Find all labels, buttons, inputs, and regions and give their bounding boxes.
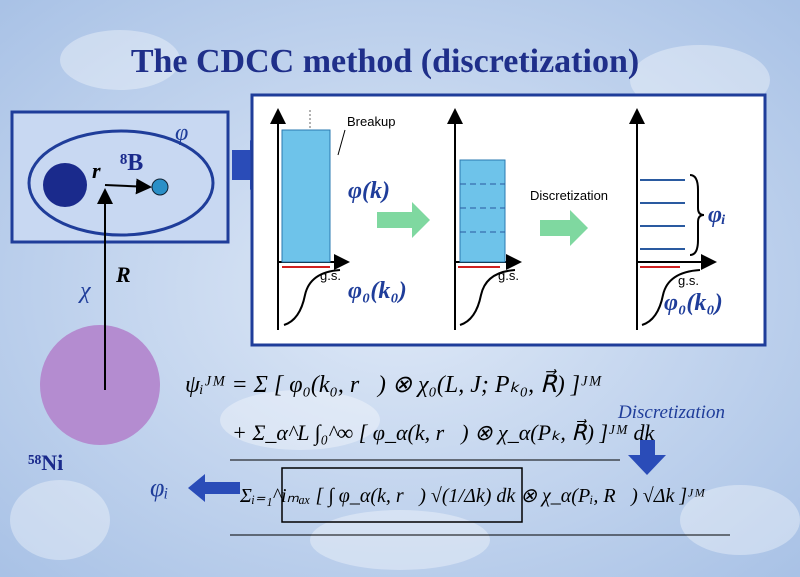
- projectile-label: ⁸B: [120, 150, 143, 176]
- equation-line: Σᵢ₌₁^iₘₐₓ [ ∫ φ_α(k, r⃗) √(1/Δk) dk ⊗ χ_…: [239, 485, 706, 508]
- gs-curves: [283, 269, 701, 326]
- brace: [689, 174, 705, 256]
- discretization-label: Discretization: [530, 188, 608, 203]
- binned-bar: [459, 159, 506, 263]
- equation-line: ψᵢᴶᴹ = Σ [ φ₀(k₀, r⃗) ⊗ χ₀(L, J; Pₖ₀, R⃗…: [185, 369, 602, 398]
- left-arrow: [188, 474, 240, 502]
- down-arrow: [628, 440, 666, 475]
- discrete-levels: [640, 179, 685, 250]
- phi0-label: φ₀(k₀): [664, 290, 723, 316]
- gs-label: g.s.: [678, 273, 699, 288]
- r-label: r: [92, 158, 101, 183]
- green-arrow-2: [540, 210, 588, 246]
- breakup-label: Breakup: [347, 114, 395, 129]
- chi-label: χ: [78, 278, 92, 304]
- phi-label: φ: [175, 120, 188, 146]
- bin-lines: [460, 183, 505, 233]
- core: [43, 163, 87, 207]
- phi-k-label: φ(k): [348, 178, 390, 204]
- continuum-bar: [281, 129, 331, 263]
- target-label: ⁵⁸Ni: [28, 450, 63, 475]
- gs-label: g.s.: [498, 268, 519, 283]
- R-label: R: [115, 262, 131, 287]
- phi-i-label: φᵢ: [708, 202, 726, 228]
- phi-i-output: φᵢ: [150, 473, 169, 502]
- r-arrow: [104, 178, 152, 195]
- valence: [151, 178, 169, 196]
- equation-line: + Σ_α^L ∫₀^∞ [ φ_α(k, r⃗) ⊗ χ_α(Pₖ, R⃗) …: [232, 419, 656, 446]
- integral-box: [281, 467, 523, 523]
- target: [40, 325, 160, 445]
- breakup-pointer: [337, 129, 346, 156]
- panel-box: [250, 93, 767, 347]
- green-arrow-1: [377, 202, 430, 238]
- phi0-label: φ₀(k₀): [348, 278, 407, 304]
- slide-title: The CDCC method (discretization): [131, 43, 639, 80]
- nucleus-ellipse: [27, 129, 215, 237]
- discretization-script: Discretization: [617, 402, 725, 423]
- gs-label: g.s.: [320, 268, 341, 283]
